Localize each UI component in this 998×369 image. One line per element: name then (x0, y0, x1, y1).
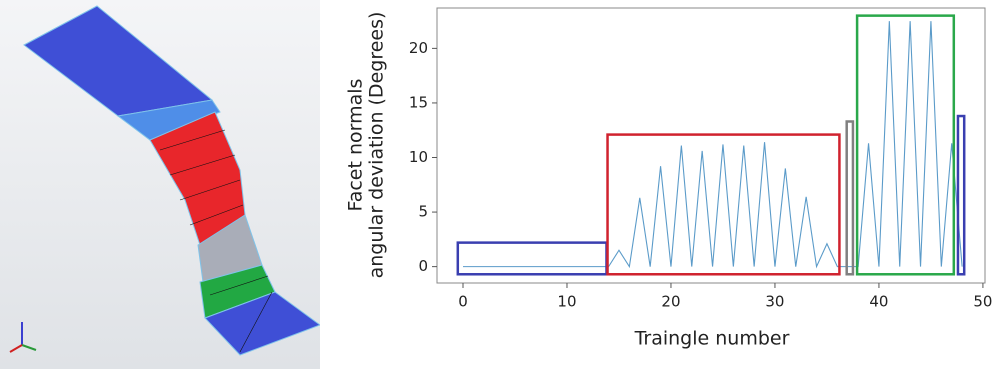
y-tick-label: 20 (409, 39, 428, 57)
x-tick-label: 0 (458, 293, 468, 311)
x-tick-label: 20 (661, 293, 680, 311)
data-line (463, 21, 962, 267)
x-tick-label: 10 (557, 293, 576, 311)
highlight-box (857, 16, 954, 275)
page: Facet normals angular deviation (Degrees… (0, 0, 998, 369)
y-tick-label: 15 (409, 93, 428, 111)
highlight-box (458, 243, 607, 275)
x-axis-label: Traingle number (634, 328, 790, 350)
y-axis-label: Facet normals (345, 79, 367, 212)
y-tick-label: 10 (409, 148, 428, 166)
y-axis-label: angular deviation (Degrees) (366, 12, 388, 279)
mesh-render (0, 0, 320, 369)
x-tick-label: 50 (973, 293, 992, 311)
y-tick-label: 0 (418, 257, 428, 275)
chart: Facet normals angular deviation (Degrees… (320, 0, 998, 369)
x-tick-label: 40 (869, 293, 888, 311)
x-tick-label: 30 (765, 293, 784, 311)
y-tick-label: 5 (418, 203, 428, 221)
highlight-box (847, 121, 853, 274)
